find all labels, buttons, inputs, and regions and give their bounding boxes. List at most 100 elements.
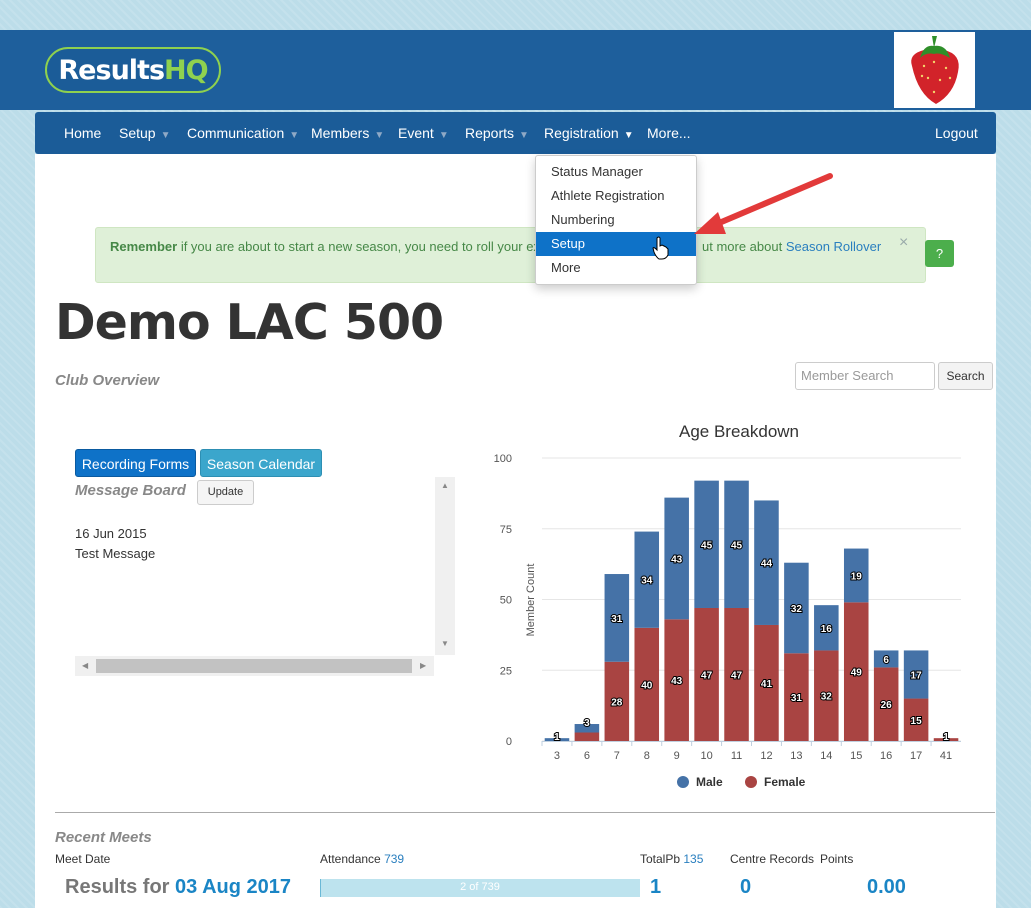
legend-marker-male (677, 776, 689, 788)
nav-members[interactable]: Members ▼ (311, 125, 384, 141)
x-tick-label: 12 (760, 750, 772, 762)
nav-registration[interactable]: Registration ▼ (544, 125, 634, 141)
x-tick-label: 6 (584, 750, 590, 762)
legend-marker-female (745, 776, 757, 788)
nav-logout[interactable]: Logout (935, 125, 978, 141)
bar-label-male: 43 (671, 554, 683, 565)
season-calendar-button[interactable]: Season Calendar (200, 449, 322, 477)
nav-label: Reports (465, 125, 515, 141)
legend-label-female[interactable]: Female (764, 775, 806, 789)
alert-text-right: ut more about Season Rollover (702, 239, 881, 254)
bar-label-male: 45 (701, 540, 713, 551)
menu-item-setup[interactable]: Setup (536, 232, 696, 256)
bar-label-male: 32 (791, 604, 803, 615)
results-date-link[interactable]: 03 Aug 2017 (175, 876, 292, 898)
scroll-thumb[interactable] (96, 659, 412, 673)
bar-male (784, 562, 809, 654)
x-tick-label: 15 (850, 750, 862, 762)
y-axis-label: Member Count (525, 564, 537, 637)
close-icon[interactable]: × (899, 234, 909, 251)
alert-body-2: ut more about (702, 239, 786, 254)
bar-label-male: 44 (761, 559, 773, 570)
search-button[interactable]: Search (938, 362, 993, 390)
totalpb-label: TotalPb 135 (640, 852, 703, 866)
scroll-down-icon[interactable]: ▼ (441, 639, 449, 648)
divider (55, 812, 995, 813)
horizontal-scrollbar[interactable]: ◀ ▶ (75, 656, 434, 676)
message-date: 16 Jun 2015 (75, 526, 147, 541)
bar-female (604, 661, 630, 741)
vertical-scrollbar[interactable]: ▲ ▼ (435, 477, 455, 655)
menu-item-status-manager[interactable]: Status Manager (551, 164, 643, 179)
pb-count: 1 (650, 876, 662, 898)
results-heading: Results for 03 Aug 2017 (65, 876, 291, 899)
x-tick-label: 8 (644, 750, 650, 762)
alert-text: Remember if you are about to start a new… (110, 239, 540, 254)
resultshq-logo[interactable]: Results HQ (45, 47, 221, 93)
points-value: 0.00 (867, 876, 906, 898)
scroll-left-icon[interactable]: ◀ (82, 661, 89, 670)
bar-label-female: 41 (761, 679, 773, 690)
x-tick-label: 13 (790, 750, 802, 762)
totalpb-label-text: TotalPb (640, 852, 684, 866)
legend-label-male[interactable]: Male (696, 775, 723, 789)
page-title: Demo LAC 500 (55, 294, 444, 351)
bar-male (544, 738, 570, 741)
bar-label-female: 47 (731, 670, 743, 681)
nav-label: More... (647, 125, 691, 141)
bar-label-female: 47 (701, 670, 713, 681)
main-nav: Home Setup ▼ Communication ▼ Members ▼ Even… (35, 112, 996, 154)
bar-male (903, 650, 929, 699)
records-count: 0 (740, 876, 752, 898)
logo-text-white: Results (58, 54, 165, 86)
y-tick-label: 75 (500, 524, 512, 536)
bar-male (634, 531, 660, 628)
totalpb-value: 135 (683, 852, 704, 866)
bar-label-female: 32 (821, 692, 833, 703)
help-button[interactable]: ? (925, 240, 954, 267)
bar-male (873, 650, 899, 668)
nav-communication[interactable]: Communication ▼ (187, 125, 299, 141)
alert-body: if you are about to start a new season, … (177, 239, 540, 254)
bar-label-female: 1 (943, 732, 949, 743)
message-board-title: Message Board (75, 482, 186, 499)
chevron-down-icon: ▼ (438, 130, 449, 141)
hand-cursor-icon (652, 236, 669, 260)
x-tick-label: 14 (820, 750, 832, 762)
member-search-input[interactable]: Member Search (795, 362, 935, 390)
bar-male (574, 724, 600, 733)
header-bar: Results HQ (0, 30, 1031, 110)
bar-label-female: 43 (671, 676, 683, 687)
menu-item-numbering[interactable]: Numbering (551, 212, 615, 227)
menu-item-more[interactable]: More (551, 260, 581, 275)
bar-female (724, 607, 749, 741)
nav-home[interactable]: Home (64, 125, 101, 141)
club-logo (894, 32, 975, 108)
scroll-up-icon[interactable]: ▲ (441, 481, 449, 490)
bar-male (664, 497, 689, 620)
nav-more[interactable]: More... (647, 125, 691, 141)
points-label: Points (820, 852, 854, 866)
bar-male (604, 574, 630, 662)
menu-item-athlete-registration[interactable]: Athlete Registration (551, 188, 665, 203)
x-tick-label: 9 (674, 750, 680, 762)
y-tick-label: 50 (500, 595, 512, 607)
update-button[interactable]: Update (197, 480, 254, 505)
chart-title: Age Breakdown (679, 422, 799, 441)
bar-female (664, 619, 689, 741)
scroll-right-icon[interactable]: ▶ (420, 661, 427, 670)
registration-dropdown: Status Manager Athlete Registration Numb… (535, 155, 697, 285)
bar-label-female: 15 (911, 716, 923, 727)
nav-reports[interactable]: Reports ▼ (465, 125, 529, 141)
attendance-label: Attendance 739 (320, 852, 404, 866)
progress-fill (320, 879, 321, 897)
nav-event[interactable]: Event ▼ (398, 125, 449, 141)
x-tick-label: 11 (731, 750, 742, 762)
bar-label-male: 17 (911, 670, 923, 681)
y-tick-label: 25 (500, 665, 512, 677)
nav-setup[interactable]: Setup ▼ (119, 125, 171, 141)
recording-forms-button[interactable]: Recording Forms (75, 449, 196, 477)
bar-female (784, 653, 809, 741)
season-rollover-link[interactable]: Season Rollover (785, 239, 882, 254)
bar-male (814, 605, 839, 651)
